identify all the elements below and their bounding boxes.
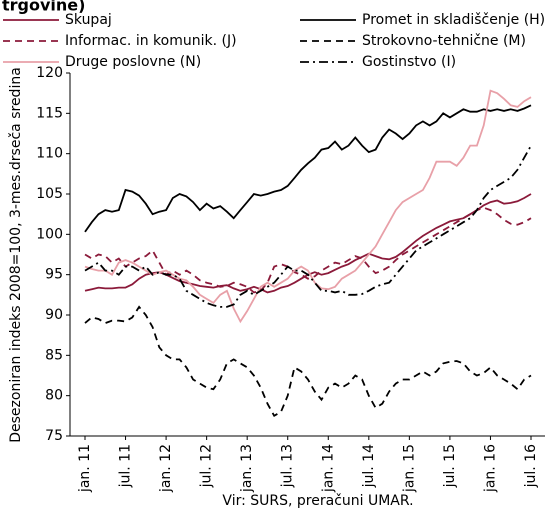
y-tick-label: 95 — [45, 267, 63, 283]
y-tick-label: 115 — [36, 105, 63, 121]
y-tick-label: 105 — [36, 186, 63, 202]
y-tick-label: 90 — [45, 307, 63, 323]
x-tick-label: jan. 14 — [320, 444, 336, 493]
y-tick-label: 80 — [45, 388, 63, 404]
y-axis-title: Desezoniran indeks 2008=100, 3-mes.drseč… — [8, 67, 24, 443]
x-tick-label: jul. 13 — [280, 444, 296, 488]
chart-title: trgovine) — [2, 0, 85, 15]
legend-label: Druge poslovne (N) — [65, 54, 201, 70]
x-tick-label: jan. 15 — [401, 444, 417, 493]
series-line — [84, 104, 532, 233]
y-tick-label: 100 — [36, 226, 63, 242]
x-tick-label: jul. 12 — [199, 444, 215, 488]
series-line — [84, 305, 532, 418]
series-line — [84, 145, 532, 308]
series-line — [84, 193, 532, 294]
series-line — [84, 89, 532, 324]
x-tick-label: jan. 11 — [77, 444, 93, 493]
y-tick-label: 85 — [45, 347, 63, 363]
legend-label: Strokovno-tehnične (M) — [362, 33, 526, 49]
x-tick-label: jan. 12 — [158, 444, 174, 493]
legend-label: Informac. in komunik. (J) — [65, 33, 237, 49]
y-tick-label: 75 — [45, 428, 63, 444]
legend-label: Skupaj — [65, 12, 112, 28]
y-tick-label: 120 — [36, 65, 63, 81]
legend-label: Gostinstvo (I) — [362, 54, 456, 70]
source-note: Vir: SURS, preračuni UMAR. — [222, 493, 413, 509]
x-tick-label: jul. 15 — [442, 444, 458, 488]
x-tick-label: jul. 11 — [118, 444, 134, 488]
x-tick-label: jan. 16 — [482, 444, 498, 493]
y-tick-label: 110 — [36, 146, 63, 162]
x-tick-label: jul. 14 — [361, 444, 377, 488]
x-tick-label: jan. 13 — [239, 444, 255, 493]
legend-label: Promet in skladiščenje (H) — [362, 12, 545, 28]
x-tick-label: jul. 16 — [523, 444, 539, 488]
series-line — [84, 206, 532, 294]
